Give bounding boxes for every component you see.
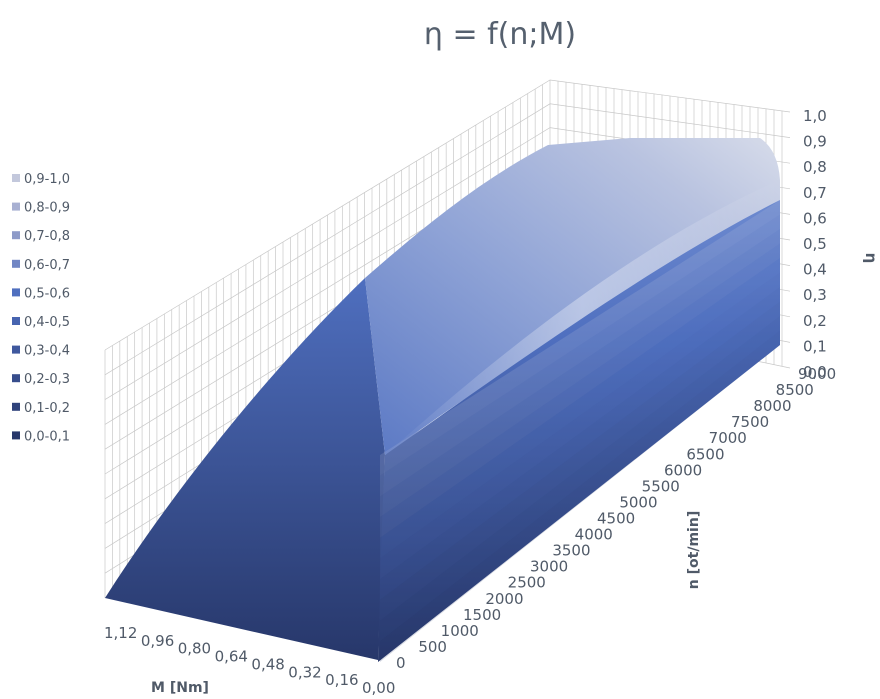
n-tick-label: 7000 [709,429,747,447]
legend-swatch [12,345,20,354]
n-tick-label: 6000 [664,461,702,479]
legend-swatch [12,174,20,182]
z-tick-label: 0,3 [803,286,827,304]
legend: 0,9-1,0 0,8-0,9 0,7-0,8 0,6-0,7 0,5-0,6 0,4-0… [12,172,70,444]
legend-swatch [12,317,20,325]
surface-band [380,200,780,476]
surface-band [380,330,780,662]
z-tick-label: 0,5 [803,235,827,253]
n-tick-label: 8500 [776,381,814,399]
n-tick-label: 1000 [441,622,479,640]
surface-band [380,287,780,600]
surface-band [380,214,780,497]
m-tick-label: 1,12 [104,624,137,642]
legend-label: 0,3-0,4 [24,344,70,359]
m-tick-label: 0,48 [251,655,284,673]
m-tick-label: 0,80 [178,640,211,658]
n-tick-label: 4000 [575,526,613,544]
surface-plot [105,138,780,662]
surface-band [380,243,780,538]
legend-label: 0,8-0,9 [24,201,70,216]
m-tick-label: 0,96 [141,632,174,650]
m-tick-label: 0,16 [325,671,358,689]
surface-top-face [365,138,780,455]
legend-swatch [12,431,20,440]
surface-band [380,272,780,580]
surface-band [380,301,780,621]
z-tick-label: 1,0 [803,107,827,125]
surface-band [380,316,780,642]
z-tick-label: 0,1 [803,337,827,355]
z-tick-label: 0,4 [803,261,827,279]
z-tick-label: 0,0 [803,363,827,381]
n-tick-label: 6500 [686,445,724,463]
legend-label: 0,5-0,6 [24,286,70,301]
n-tick-label: 2500 [508,574,546,592]
m-axis-title: M [Nm] [151,680,209,696]
legend-label: 0,0-0,1 [24,429,70,444]
legend-label: 0,2-0,3 [24,372,70,387]
surface-band [380,258,780,559]
n-tick-label: 2000 [485,590,523,608]
surface-band [380,229,780,518]
z-axis-ticks: 1,0 0,9 0,8 0,7 0,6 0,5 0,4 0,3 0,2 0,1 0,0 [803,107,827,381]
n-tick-label: 3000 [530,558,568,576]
n-tick-label: 5000 [619,493,657,511]
m-axis-ticks: 1,12 0,96 0,80 0,64 0,48 0,32 0,16 0,00 [104,624,395,697]
surface-left-face [105,278,385,660]
surface-level-bands [380,200,780,662]
legend-label: 0,1-0,2 [24,401,70,416]
legend-swatch [12,259,20,268]
n-tick-label: 500 [418,638,447,656]
z-tick-label: 0,9 [803,133,827,151]
legend-swatch [12,374,20,383]
legend-swatch [12,202,20,211]
chart-title: η = f(n;M) [424,17,576,52]
n-axis-ticks: 0 500100015002000250030003500400045005000… [396,365,836,672]
legend-swatch [12,288,20,297]
n-tick-label: 8000 [753,397,791,415]
legend-label: 0,6-0,7 [24,258,70,273]
n-tick-label: 5500 [642,477,680,495]
n-tick-label: 0 [396,654,406,672]
z-tick-label: 0,7 [803,184,827,202]
m-tick-label: 0,00 [362,679,395,697]
legend-label: 0,4-0,5 [24,315,70,330]
legend-label: 0,9-1,0 [24,172,70,187]
n-tick-label: 3500 [552,542,590,560]
n-tick-label: 4500 [597,510,635,528]
n-axis-title: n [ot/min] [686,511,702,589]
z-axis-title: η [862,253,880,264]
legend-swatch [12,402,20,411]
n-tick-label: 1500 [463,606,501,624]
m-tick-label: 0,64 [215,648,248,666]
n-tick-label: 7500 [731,413,769,431]
surface-front-face [378,200,780,662]
z-tick-label: 0,8 [803,158,827,176]
z-tick-label: 0,2 [803,312,827,330]
n-tick-label: 9000 [798,365,836,383]
m-tick-label: 0,32 [288,663,321,681]
legend-swatch [12,231,20,240]
z-tick-label: 0,6 [803,209,827,227]
legend-label: 0,7-0,8 [24,229,70,244]
